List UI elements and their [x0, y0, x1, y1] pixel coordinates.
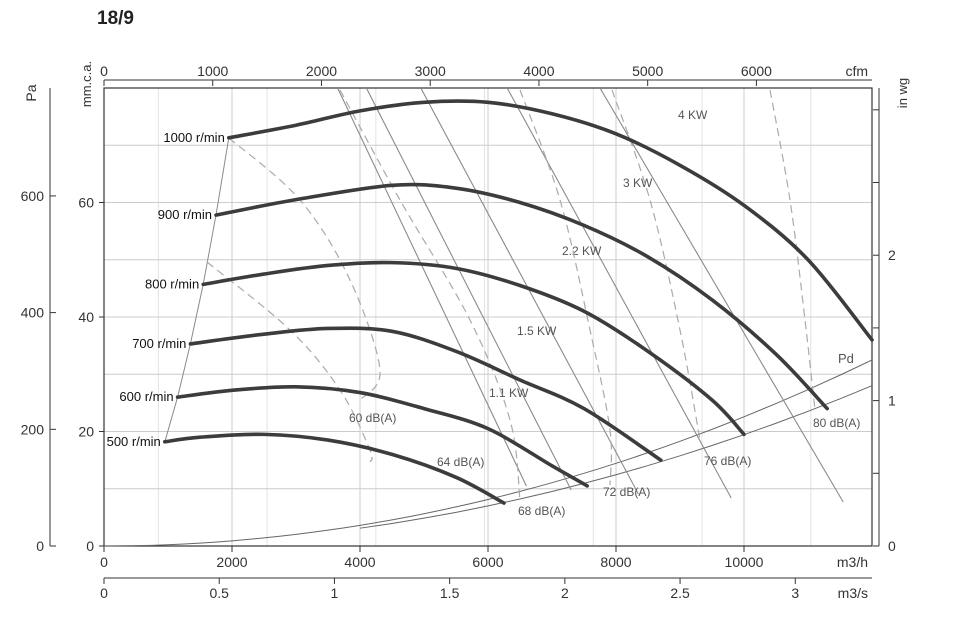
- rpm-curve: [201, 260, 746, 437]
- x-top-tick-label: 4000: [523, 63, 554, 79]
- rpm-label: 600 r/min: [119, 389, 173, 404]
- power-label: 1.1 KW: [489, 386, 529, 400]
- x2-tick-label: 2: [561, 585, 569, 601]
- rpm-curve: [188, 326, 663, 462]
- x-top-tick-label: 2000: [306, 63, 337, 79]
- y-mm-tick-label: 0: [86, 538, 94, 554]
- rpm-label: 700 r/min: [132, 336, 186, 351]
- rpm-curve: [175, 385, 589, 488]
- rpm-curve: [214, 182, 829, 411]
- noise-label: 60 dB(A): [349, 411, 396, 425]
- y-right-unit-label: in wg: [895, 78, 910, 108]
- y-pa-unit-label: Pa: [23, 84, 39, 101]
- x-unit-label: m3/h: [837, 554, 868, 570]
- noise-line: [519, 89, 613, 486]
- left-envelope-line: [164, 137, 230, 442]
- x-tick-label: 4000: [344, 554, 375, 570]
- noise-label: 76 dB(A): [704, 454, 751, 468]
- rpm-label: 500 r/min: [107, 434, 161, 449]
- noise-label: 80 dB(A): [813, 416, 860, 430]
- power-line: [506, 87, 732, 499]
- noise-line: [339, 89, 521, 501]
- pd-curve-secondary: [359, 385, 873, 529]
- noise-label: 68 dB(A): [518, 504, 565, 518]
- x-top-tick-label: 1000: [197, 63, 228, 79]
- x-top-tick-label: 0: [100, 63, 108, 79]
- y-right-tick-label: 0: [888, 538, 896, 554]
- power-line: [599, 87, 844, 503]
- pd-curve: [103, 359, 873, 547]
- x-tick-label: 8000: [600, 554, 631, 570]
- rpm-label: 800 r/min: [145, 276, 199, 291]
- noise-line: [769, 89, 816, 411]
- x2-tick-label: 2.5: [670, 585, 690, 601]
- power-label: 1.5 KW: [517, 324, 557, 338]
- x-tick-label: 0: [100, 554, 108, 570]
- x2-tick-label: 0.5: [209, 585, 229, 601]
- x-top-tick-label: 5000: [632, 63, 663, 79]
- noise-line: [228, 137, 381, 401]
- x-top-tick-label: 6000: [741, 63, 772, 79]
- x2-tick-label: 1: [331, 585, 339, 601]
- y-mm-unit-label: mm.c.a.: [79, 61, 94, 107]
- noise-label: 64 dB(A): [437, 455, 484, 469]
- power-label: 4 KW: [678, 108, 708, 122]
- y-mm-tick-label: 60: [78, 195, 94, 211]
- y-mm-tick-label: 20: [78, 424, 94, 440]
- rpm-label: 1000 r/min: [163, 130, 224, 145]
- power-label: 3 KW: [623, 176, 653, 190]
- x-tick-label: 6000: [472, 554, 503, 570]
- x-top-tick-label: 3000: [415, 63, 446, 79]
- y-right-tick-label: 2: [888, 247, 896, 263]
- power-line: [365, 87, 572, 491]
- y-mm-tick-label: 40: [78, 309, 94, 325]
- power-label: 2.2 KW: [562, 244, 602, 258]
- x2-tick-label: 0: [100, 585, 108, 601]
- x-tick-label: 2000: [216, 554, 247, 570]
- power-line: [337, 87, 527, 487]
- y-pa-tick-label: 0: [36, 538, 44, 554]
- y-pa-tick-label: 200: [21, 421, 45, 437]
- y-pa-tick-label: 600: [21, 188, 45, 204]
- y-pa-tick-label: 400: [21, 305, 45, 321]
- chart-title: 18/9: [97, 8, 134, 29]
- rpm-curve: [163, 432, 506, 505]
- power-line: [420, 87, 639, 495]
- noise-line: [611, 89, 701, 441]
- x-tick-label: 10000: [725, 554, 764, 570]
- x2-tick-label: 1.5: [440, 585, 460, 601]
- x2-unit-label: m3/s: [838, 585, 868, 601]
- x2-tick-label: 3: [791, 585, 799, 601]
- rpm-label: 900 r/min: [158, 207, 212, 222]
- pd-label: Pd: [838, 351, 854, 366]
- rpm-curve: [227, 99, 874, 342]
- noise-label: 72 dB(A): [603, 485, 650, 499]
- x-top-unit-label: cfm: [845, 63, 868, 79]
- y-right-tick-label: 1: [888, 393, 896, 409]
